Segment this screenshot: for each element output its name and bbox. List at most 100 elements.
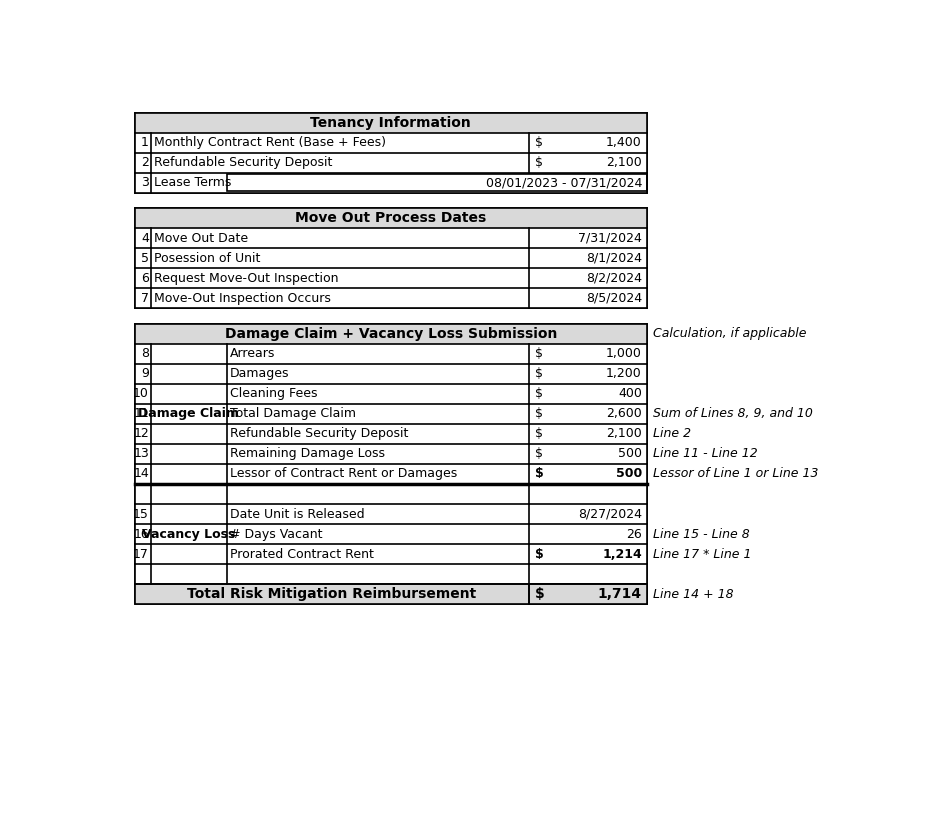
Text: Calculation, if applicable: Calculation, if applicable: [652, 328, 806, 341]
Text: 08/01/2023 - 07/31/2024: 08/01/2023 - 07/31/2024: [485, 177, 642, 190]
Text: Cleaning Fees: Cleaning Fees: [229, 388, 317, 400]
Text: Damage Claim: Damage Claim: [138, 408, 239, 421]
Text: 7/31/2024: 7/31/2024: [578, 232, 642, 245]
Bar: [135, 153, 647, 173]
Text: Move-Out Inspection Occurs: Move-Out Inspection Occurs: [154, 292, 330, 305]
Text: $: $: [535, 157, 543, 169]
Text: 15: 15: [133, 507, 149, 521]
Text: 1,214: 1,214: [602, 548, 642, 560]
Text: 500: 500: [618, 447, 642, 460]
Text: Vacancy Loss: Vacancy Loss: [142, 527, 235, 540]
Text: 16: 16: [133, 527, 149, 540]
Text: 3: 3: [141, 177, 149, 190]
Text: Line 11 - Line 12: Line 11 - Line 12: [652, 447, 757, 460]
Bar: [135, 209, 647, 229]
Bar: [135, 229, 647, 248]
Text: Move Out Process Dates: Move Out Process Dates: [295, 211, 486, 225]
Bar: [135, 504, 647, 524]
Text: 26: 26: [626, 527, 642, 540]
Text: 8/1/2024: 8/1/2024: [586, 252, 642, 265]
Bar: [135, 564, 647, 584]
Text: Request Move-Out Inspection: Request Move-Out Inspection: [154, 272, 338, 285]
Bar: [135, 248, 647, 268]
Text: 8/2/2024: 8/2/2024: [586, 272, 642, 285]
Text: 8: 8: [141, 347, 149, 361]
Text: Monthly Contract Rent (Base + Fees): Monthly Contract Rent (Base + Fees): [154, 136, 386, 149]
Bar: [135, 344, 647, 364]
Bar: [529, 584, 647, 604]
Text: 2,600: 2,600: [606, 408, 642, 421]
Text: 9: 9: [141, 367, 149, 380]
Text: Move Out Date: Move Out Date: [154, 232, 247, 245]
Text: Line 14 + 18: Line 14 + 18: [652, 587, 733, 601]
Bar: [135, 404, 647, 424]
Bar: [135, 113, 647, 133]
Bar: [135, 584, 647, 604]
Text: 11: 11: [133, 408, 149, 421]
Bar: [135, 464, 647, 484]
Bar: [135, 384, 647, 404]
Text: 1: 1: [141, 136, 149, 149]
Text: Arrears: Arrears: [229, 347, 275, 361]
Text: 1,714: 1,714: [598, 587, 642, 601]
Text: $: $: [535, 347, 543, 361]
Text: Posession of Unit: Posession of Unit: [154, 252, 260, 265]
Text: $: $: [535, 468, 544, 480]
Text: Line 17 * Line 1: Line 17 * Line 1: [652, 548, 751, 560]
Text: Total Damage Claim: Total Damage Claim: [229, 408, 356, 421]
Text: Damage Claim + Vacancy Loss Submission: Damage Claim + Vacancy Loss Submission: [225, 327, 557, 341]
Text: Remaining Damage Loss: Remaining Damage Loss: [229, 447, 384, 460]
Bar: [135, 524, 647, 544]
Text: 17: 17: [133, 548, 149, 560]
Text: Damages: Damages: [229, 367, 289, 380]
Text: 1,000: 1,000: [606, 347, 642, 361]
Text: $: $: [535, 136, 543, 149]
Bar: [135, 209, 647, 309]
Text: Prorated Contract Rent: Prorated Contract Rent: [229, 548, 374, 560]
Text: 1,200: 1,200: [606, 367, 642, 380]
Bar: [135, 133, 647, 153]
Text: 14: 14: [133, 468, 149, 480]
Text: 1,400: 1,400: [606, 136, 642, 149]
Text: Line 2: Line 2: [652, 427, 691, 441]
Text: Line 15 - Line 8: Line 15 - Line 8: [652, 527, 750, 540]
Bar: [135, 324, 647, 344]
Text: $: $: [535, 447, 543, 460]
Text: 4: 4: [141, 232, 149, 245]
Bar: [135, 268, 647, 289]
Text: $: $: [535, 548, 544, 560]
Text: $: $: [535, 427, 543, 441]
Text: $: $: [535, 587, 545, 601]
Text: 5: 5: [141, 252, 149, 265]
Text: Tenancy Information: Tenancy Information: [311, 116, 471, 130]
Text: 2,100: 2,100: [606, 157, 642, 169]
Text: Lease Terms: Lease Terms: [154, 177, 231, 190]
Text: $: $: [535, 367, 543, 380]
Text: 2,100: 2,100: [606, 427, 642, 441]
Bar: [135, 324, 647, 604]
Text: Total Risk Mitigation Reimbursement: Total Risk Mitigation Reimbursement: [187, 587, 477, 601]
Bar: [135, 544, 647, 564]
Text: 8/5/2024: 8/5/2024: [586, 292, 642, 305]
Text: Date Unit is Released: Date Unit is Released: [229, 507, 364, 521]
Bar: [135, 424, 647, 444]
Text: 7: 7: [141, 292, 149, 305]
Text: 500: 500: [615, 468, 642, 480]
Bar: [135, 444, 647, 464]
Text: Lessor of Line 1 or Line 13: Lessor of Line 1 or Line 13: [652, 468, 818, 480]
Text: 400: 400: [618, 388, 642, 400]
Text: $: $: [535, 408, 543, 421]
Bar: [135, 364, 647, 384]
Text: # Days Vacant: # Days Vacant: [229, 527, 322, 540]
Text: 10: 10: [133, 388, 149, 400]
Bar: [227, 174, 647, 191]
Bar: [135, 173, 647, 193]
Bar: [135, 484, 647, 504]
Text: Sum of Lines 8, 9, and 10: Sum of Lines 8, 9, and 10: [652, 408, 813, 421]
Text: Refundable Security Deposit: Refundable Security Deposit: [154, 157, 332, 169]
Text: Lessor of Contract Rent or Damages: Lessor of Contract Rent or Damages: [229, 468, 457, 480]
Text: 13: 13: [133, 447, 149, 460]
Text: Refundable Security Deposit: Refundable Security Deposit: [229, 427, 408, 441]
Text: 6: 6: [141, 272, 149, 285]
Text: $: $: [535, 388, 543, 400]
